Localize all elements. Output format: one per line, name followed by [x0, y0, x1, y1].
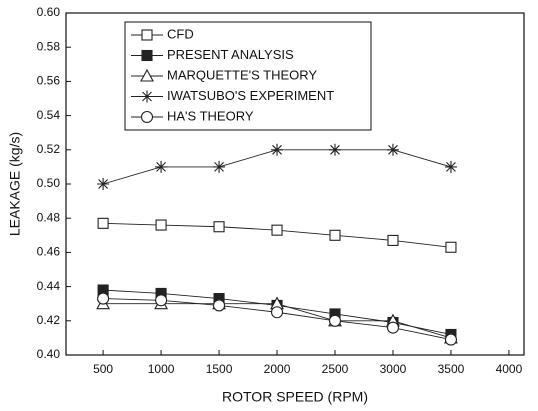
marker [387, 234, 399, 246]
marker [270, 306, 284, 319]
marker [271, 143, 284, 156]
marker [97, 292, 110, 305]
y-tick-label: 0.50 [37, 176, 61, 190]
marker [386, 143, 399, 156]
x-tick-label: 500 [93, 362, 113, 376]
marker [213, 299, 226, 312]
marker [271, 224, 283, 236]
marker [213, 221, 225, 233]
x-axis-title: ROTOR SPEED (RPM) [222, 389, 368, 405]
y-tick-label: 0.42 [37, 313, 61, 327]
legend-label: IWATSUBO'S EXPERIMENT [167, 88, 334, 103]
x-tick-label: 1000 [148, 362, 175, 376]
marker [213, 160, 226, 173]
marker [155, 294, 168, 307]
y-tick-label: 0.56 [37, 74, 61, 88]
x-tick-label: 2500 [322, 362, 349, 376]
y-tick-label: 0.54 [37, 108, 61, 122]
x-tick-label: 1500 [206, 362, 233, 376]
x-tick-label: 2000 [264, 362, 291, 376]
y-axis-title: LEAKAGE (kg/s) [7, 132, 23, 236]
marker [141, 49, 153, 62]
legend-label: MARQUETTE'S THEORY [167, 67, 317, 82]
marker [328, 314, 342, 327]
marker [386, 321, 400, 334]
marker [140, 110, 154, 124]
marker [444, 160, 457, 173]
marker [155, 160, 168, 173]
legend-box [124, 21, 372, 131]
x-tick-label: 3000 [380, 362, 407, 376]
marker [141, 90, 153, 103]
y-tick-label: 0.40 [37, 347, 61, 361]
legend-label: CFD [167, 26, 194, 41]
y-tick-label: 0.44 [37, 279, 61, 293]
marker [97, 217, 109, 229]
y-tick-label: 0.48 [37, 210, 61, 224]
x-tick-label: 4000 [496, 362, 523, 376]
y-tick-label: 0.60 [37, 5, 61, 19]
x-tick-label: 3500 [438, 362, 465, 376]
marker [97, 178, 110, 190]
marker [445, 241, 457, 253]
y-tick-label: 0.58 [37, 39, 61, 53]
marker [444, 333, 458, 346]
legend-label: PRESENT ANALYSIS [167, 47, 294, 62]
marker [141, 29, 153, 41]
marker [155, 219, 167, 231]
y-tick-label: 0.52 [37, 142, 61, 156]
marker [140, 68, 154, 82]
marker [329, 229, 341, 241]
y-tick-label: 0.46 [37, 245, 61, 259]
marker [329, 143, 342, 156]
legend-label: HA'S THEORY [167, 108, 254, 123]
